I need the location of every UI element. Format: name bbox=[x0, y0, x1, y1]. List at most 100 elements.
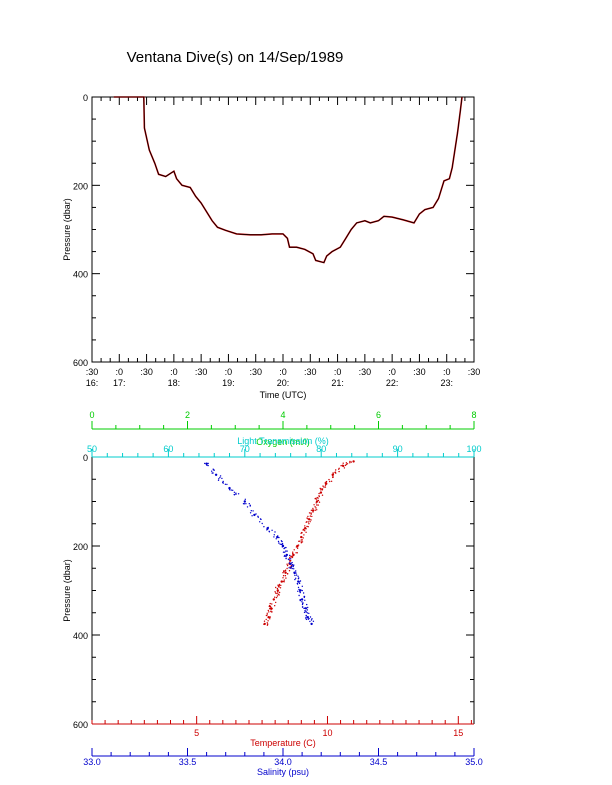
temperature-point-cloud bbox=[278, 594, 280, 596]
salinity-point-cloud bbox=[298, 594, 300, 597]
temperature-point-cloud bbox=[265, 618, 267, 621]
temperature-point-cloud bbox=[298, 540, 300, 542]
salinity-point-cloud bbox=[235, 492, 237, 494]
salinity-point-cloud bbox=[267, 526, 269, 529]
salinity-point-cloud bbox=[246, 506, 249, 508]
top-x-tick-label: :0 bbox=[170, 367, 178, 377]
top-x-tick-hour-label: 21: bbox=[331, 378, 344, 388]
temperature-point-cloud bbox=[286, 563, 288, 565]
temperature-point-cloud bbox=[278, 583, 281, 586]
salinity-point-cloud bbox=[310, 619, 313, 621]
temperature-point-cloud bbox=[266, 622, 268, 624]
salinity-point-cloud bbox=[301, 585, 303, 587]
temperature-point-cloud bbox=[313, 504, 315, 506]
temperature-point-cloud bbox=[267, 620, 269, 622]
salinity-point-cloud bbox=[305, 611, 307, 613]
salinity-point-cloud bbox=[300, 589, 302, 591]
salinity-point-cloud bbox=[278, 536, 280, 539]
temperature-point-cloud bbox=[290, 560, 292, 562]
temperature-point-cloud bbox=[282, 575, 285, 577]
temperature-point-cloud bbox=[304, 530, 306, 532]
temperature-point-cloud bbox=[315, 498, 318, 500]
salinity-point-cloud bbox=[248, 503, 250, 505]
salinity-point-cloud bbox=[301, 606, 304, 608]
salinity-point-cloud bbox=[212, 468, 214, 470]
salinity-point-cloud bbox=[277, 540, 280, 543]
salinity-point-cloud bbox=[242, 503, 245, 505]
top-x-tick-hour-label: 17: bbox=[113, 378, 126, 388]
temperature-point-cloud bbox=[275, 601, 277, 604]
salinity-point-cloud bbox=[306, 612, 309, 614]
salinity-point-cloud bbox=[290, 566, 292, 569]
temperature-point-cloud bbox=[276, 587, 279, 590]
salinity-point-cloud bbox=[298, 577, 300, 579]
temperature-point bbox=[315, 500, 319, 503]
temperature-point-cloud bbox=[307, 518, 309, 520]
bottom-y-tick-label: 400 bbox=[73, 631, 88, 641]
salinity-point-cloud bbox=[295, 574, 298, 576]
salinity-tick-label: 34.0 bbox=[274, 757, 292, 767]
temperature-point bbox=[300, 535, 303, 539]
temperature-point bbox=[267, 616, 270, 619]
salinity-point-cloud bbox=[292, 565, 294, 567]
temperature-point-cloud bbox=[263, 623, 265, 625]
bottom-y-tick-label: 200 bbox=[73, 542, 88, 552]
salinity-point-cloud bbox=[257, 515, 259, 517]
top-y-tick-label: 400 bbox=[73, 270, 88, 280]
temperature-point-cloud bbox=[305, 531, 307, 533]
temperature-point-cloud bbox=[284, 575, 287, 577]
temperature-point-cloud bbox=[267, 609, 269, 612]
light-axis-label: Light Transmission (%) bbox=[237, 436, 329, 446]
salinity-point-cloud bbox=[280, 540, 283, 542]
salinity-point-cloud bbox=[207, 464, 209, 467]
salinity-point-cloud bbox=[301, 603, 304, 606]
salinity-point-cloud bbox=[302, 602, 304, 604]
temperature-point bbox=[276, 589, 279, 592]
salinity-point-cloud bbox=[268, 531, 271, 533]
salinity-point bbox=[310, 622, 313, 626]
temperature-point-cloud bbox=[266, 624, 269, 626]
salinity-point-cloud bbox=[233, 491, 236, 493]
bottom-y-tick-label: 0 bbox=[83, 453, 88, 463]
salinity-point-cloud bbox=[281, 544, 284, 546]
salinity-point-cloud bbox=[251, 515, 253, 517]
temperature-point-cloud bbox=[340, 465, 342, 467]
salinity-point-cloud bbox=[298, 582, 301, 585]
top-x-tick-label: :30 bbox=[86, 367, 99, 377]
salinity-tick-label: 33.0 bbox=[83, 757, 101, 767]
salinity-point-cloud bbox=[233, 494, 236, 496]
top-x-tick-label: :30 bbox=[140, 367, 153, 377]
salinity-point-cloud bbox=[285, 557, 287, 560]
top-y-tick-label: 0 bbox=[83, 93, 88, 103]
top-x-axis-label: Time (UTC) bbox=[260, 390, 307, 400]
page-title: Ventana Dive(s) on 14/Sep/1989 bbox=[126, 49, 344, 66]
salinity-point-cloud bbox=[306, 617, 308, 619]
top-x-tick-label: :0 bbox=[334, 367, 342, 377]
salinity-point-cloud bbox=[280, 543, 283, 546]
temperature-point-cloud bbox=[277, 591, 279, 593]
temperature-point-cloud bbox=[292, 552, 294, 555]
salinity-point-cloud bbox=[308, 617, 310, 620]
temperature-point-cloud bbox=[285, 577, 287, 579]
top-x-tick-hour-label: 16: bbox=[86, 378, 99, 388]
bottom-y-axis-label: Pressure (dbar) bbox=[62, 559, 72, 622]
temperature-point-cloud bbox=[269, 605, 272, 608]
salinity-point-cloud bbox=[219, 476, 221, 479]
salinity-point-cloud bbox=[274, 531, 276, 533]
temperature-point-cloud bbox=[269, 608, 271, 610]
salinity-point-cloud bbox=[305, 614, 307, 617]
temperature-point-cloud bbox=[269, 616, 271, 619]
salinity-point-cloud bbox=[297, 575, 299, 577]
temperature-point-cloud bbox=[314, 506, 316, 508]
temperature-point-cloud bbox=[275, 592, 277, 594]
temperature-point-cloud bbox=[271, 603, 273, 605]
temperature-point-cloud bbox=[307, 515, 309, 518]
salinity-point-cloud bbox=[309, 616, 312, 618]
salinity-point-cloud bbox=[222, 480, 224, 483]
salinity-point bbox=[228, 486, 231, 490]
salinity-point-cloud bbox=[299, 598, 301, 601]
salinity-point-cloud bbox=[294, 574, 296, 577]
salinity-point-cloud bbox=[277, 535, 279, 537]
salinity-point-cloud bbox=[207, 462, 209, 465]
